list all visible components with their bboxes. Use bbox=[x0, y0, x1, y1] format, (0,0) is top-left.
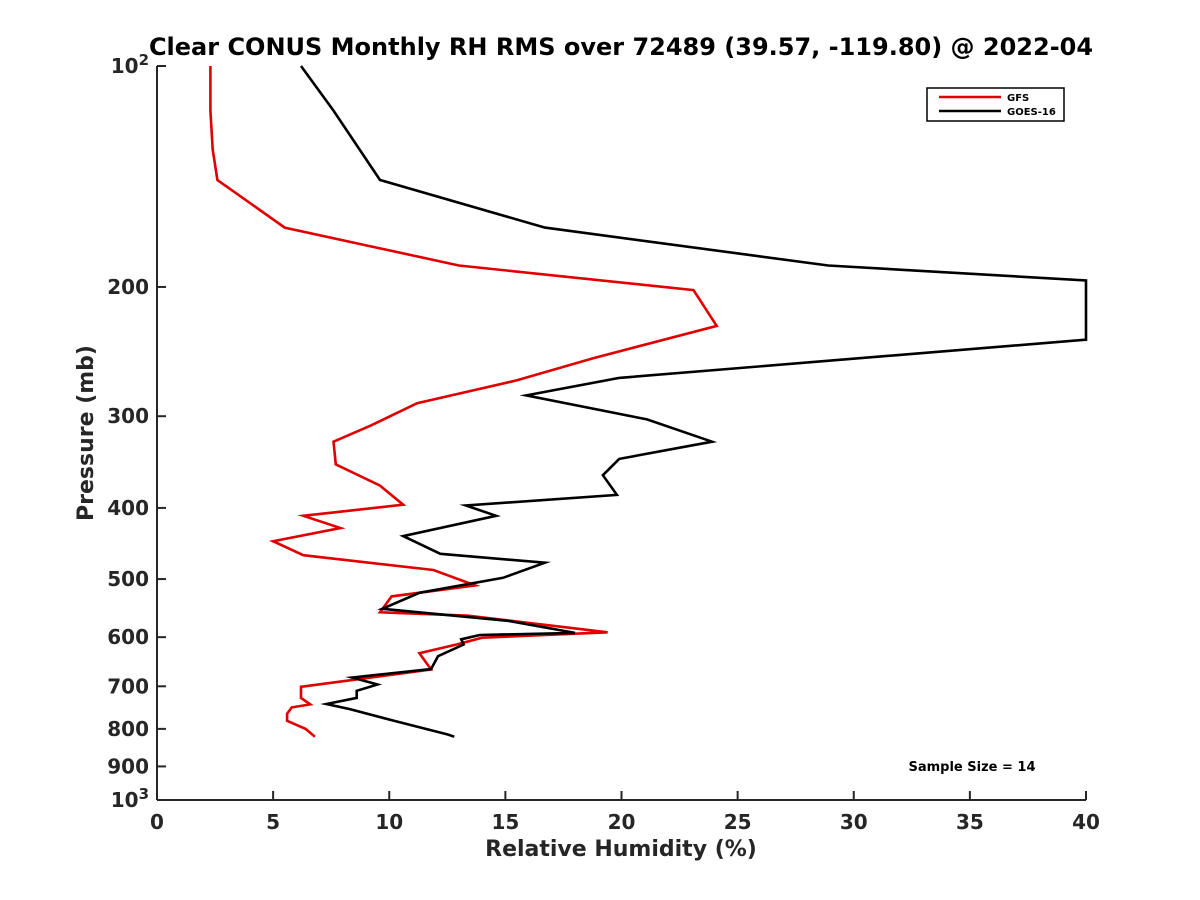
x-tick-label: 5 bbox=[266, 810, 280, 834]
legend-label-goes16: GOES-16 bbox=[1007, 107, 1056, 118]
y-axis-title: Pressure (mb) bbox=[74, 345, 99, 521]
y-tick-label: 400 bbox=[107, 496, 149, 520]
y-tick-label: 700 bbox=[107, 674, 149, 698]
x-tick-label: 20 bbox=[608, 810, 636, 834]
y-tick-label: 200 bbox=[107, 275, 149, 299]
x-tick-label: 15 bbox=[491, 810, 519, 834]
series-line-gfs bbox=[209, 66, 719, 738]
series-line-goes16 bbox=[299, 65, 1088, 738]
y-axis-ticks: 102 200 300 400 500 600 700 800 900 103 bbox=[107, 51, 166, 812]
legend-label-gfs: GFS bbox=[1007, 93, 1029, 104]
x-tick-label: 40 bbox=[1072, 810, 1100, 834]
chart-title: Clear CONUS Monthly RH RMS over 72489 (3… bbox=[149, 33, 1093, 61]
x-axis-ticks: 0 5 10 15 20 25 30 35 40 bbox=[150, 791, 1100, 834]
x-tick-label: 25 bbox=[724, 810, 752, 834]
x-tick-label: 10 bbox=[375, 810, 403, 834]
legend: GFS GOES-16 bbox=[926, 87, 1065, 122]
y-tick-label: 102 bbox=[111, 51, 149, 78]
x-axis-title: Relative Humidity (%) bbox=[485, 837, 757, 862]
legend-box bbox=[926, 87, 1065, 122]
y-tick-label: 600 bbox=[107, 625, 149, 649]
y-tick-label: 800 bbox=[107, 717, 149, 741]
plot-area: 0 5 10 15 20 25 30 35 40 102 200 300 400 500 600 700 80… bbox=[107, 51, 1100, 834]
y-tick-label: 103 bbox=[111, 785, 149, 812]
x-tick-label: 35 bbox=[956, 810, 984, 834]
series-layer bbox=[209, 65, 1088, 738]
y-tick-label: 300 bbox=[107, 404, 149, 428]
x-tick-label: 30 bbox=[840, 810, 868, 834]
sample-size-annotation: Sample Size = 14 bbox=[908, 760, 1035, 775]
y-tick-label: 500 bbox=[107, 567, 149, 591]
x-tick-label: 0 bbox=[150, 810, 164, 834]
y-tick-label: 900 bbox=[107, 754, 149, 778]
